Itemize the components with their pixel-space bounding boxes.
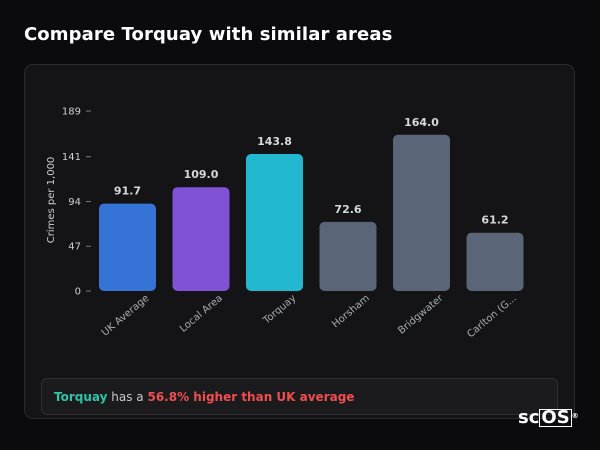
scos-logo: sc OS ® bbox=[518, 407, 579, 428]
summary-area-name: Torquay bbox=[54, 389, 108, 404]
bar-series: 91.7 109.0 143.8 72.6 164.0 61.2 bbox=[99, 116, 524, 291]
bar-value-label: 72.6 bbox=[334, 203, 361, 216]
summary-text: has a bbox=[111, 389, 144, 404]
summary-banner: Torquay has a 56.8% higher than UK avera… bbox=[41, 378, 558, 415]
y-tick-label: 47 bbox=[68, 242, 81, 253]
x-tick-label: Local Area bbox=[178, 293, 225, 335]
bar-value-label: 61.2 bbox=[481, 214, 508, 227]
x-tick-label: Torquay bbox=[261, 293, 299, 327]
bar-value-label: 109.0 bbox=[184, 168, 219, 181]
x-tick-label: Carlton (G... bbox=[465, 293, 519, 340]
y-axis-label: Crimes per 1,000 bbox=[46, 157, 57, 244]
summary-stat: 56.8% higher than UK average bbox=[147, 389, 355, 404]
bar-4 bbox=[393, 134, 450, 291]
y-axis: 0 47 94 141 189 bbox=[62, 107, 91, 298]
bar-3 bbox=[319, 221, 377, 291]
y-tick-label: 0 bbox=[75, 287, 81, 298]
page-title: Compare Torquay with similar areas bbox=[24, 24, 393, 45]
y-tick-label: 141 bbox=[62, 152, 81, 163]
x-tick-label: Horsham bbox=[330, 293, 372, 330]
bar-2 bbox=[246, 154, 303, 291]
y-tick-label: 94 bbox=[68, 197, 81, 208]
x-tick-label: Bridgwater bbox=[396, 292, 446, 336]
bar-0 bbox=[99, 203, 156, 291]
x-axis: UK Average Local Area Torquay Horsham Bridgw… bbox=[100, 292, 519, 340]
x-tick-label: UK Average bbox=[100, 293, 152, 339]
bar-value-label: 143.8 bbox=[257, 135, 292, 148]
bar-5 bbox=[466, 232, 524, 291]
bar-value-label: 164.0 bbox=[404, 116, 439, 129]
bar-1 bbox=[172, 187, 230, 291]
y-tick-label: 189 bbox=[62, 107, 81, 118]
bar-value-label: 91.7 bbox=[114, 185, 141, 198]
